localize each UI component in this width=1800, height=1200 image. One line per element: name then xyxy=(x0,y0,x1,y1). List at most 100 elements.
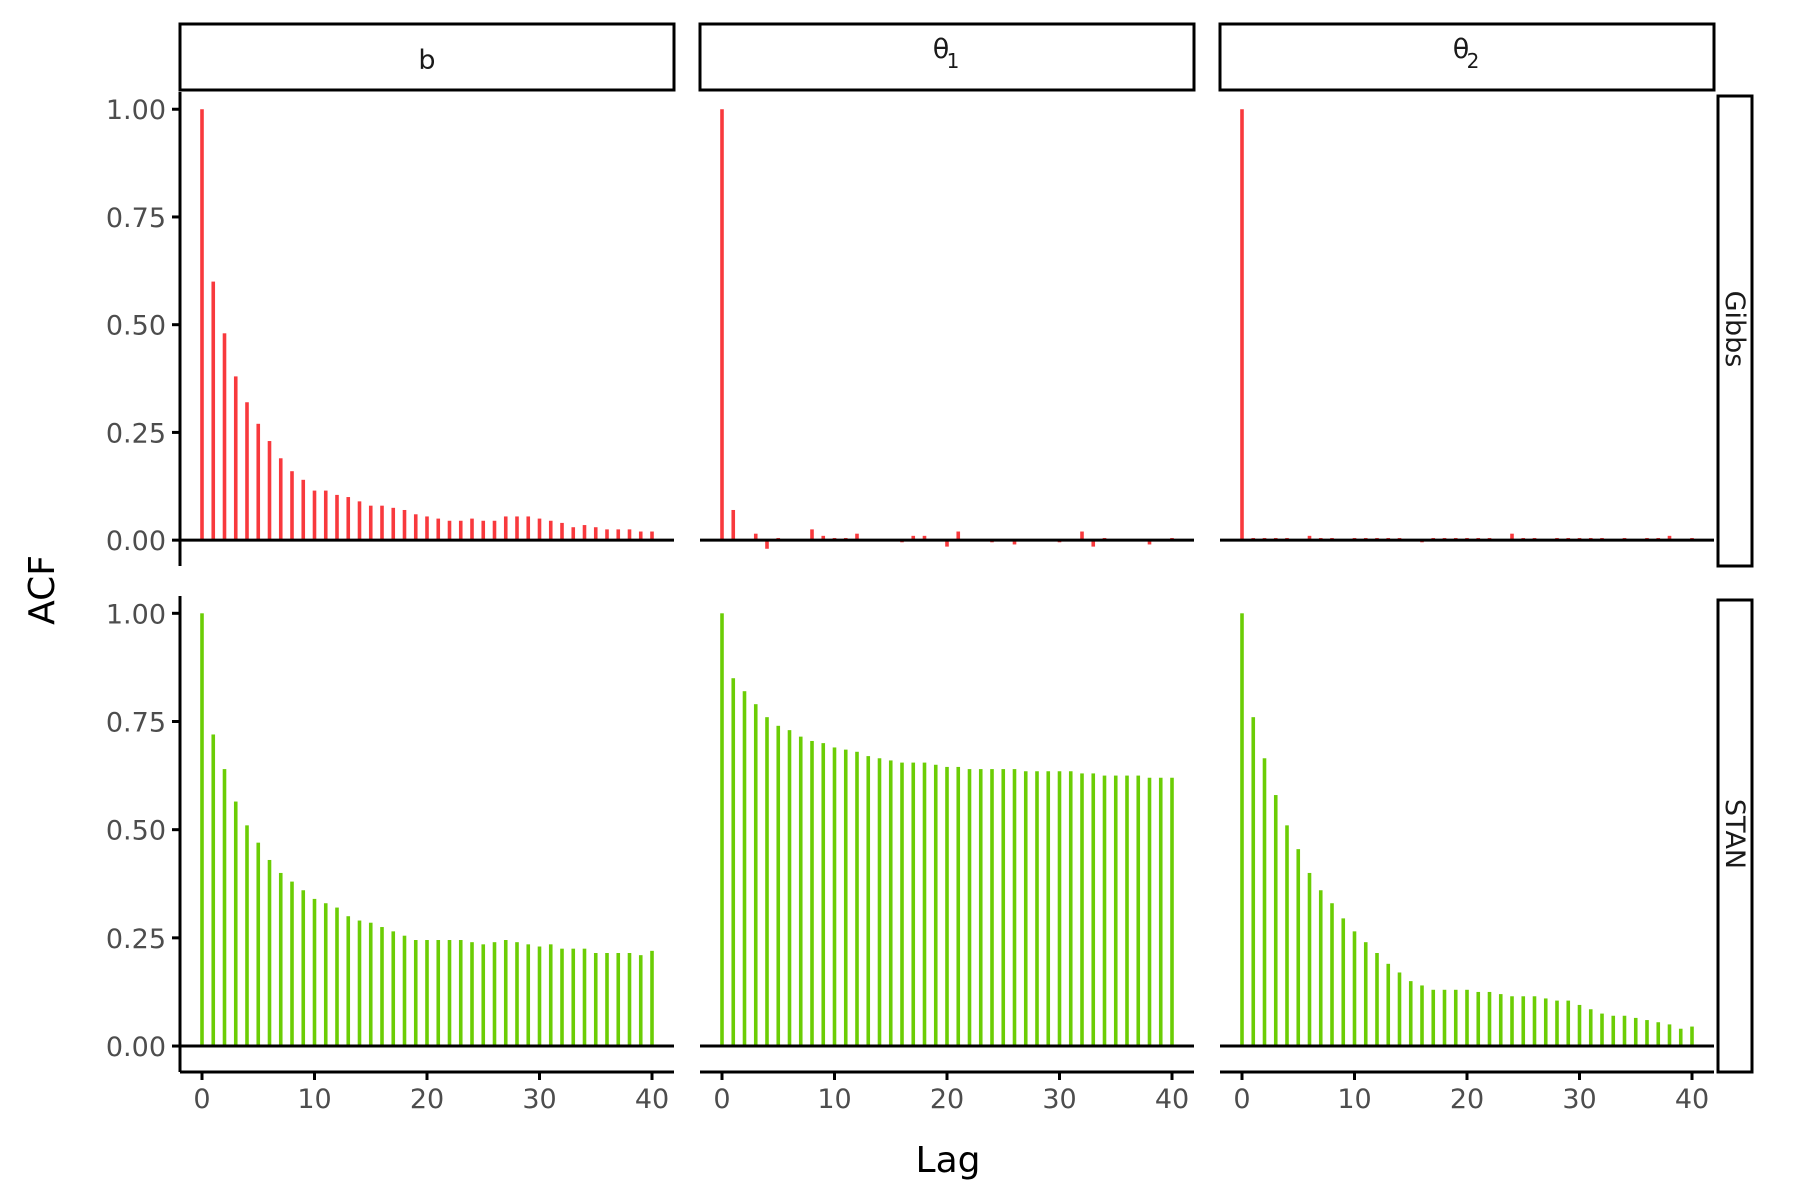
acf-bar-gibbs-b-lag-24 xyxy=(470,518,474,541)
x-tick-label: 40 xyxy=(635,1084,669,1115)
acf-bar-gibbs-b-lag-3 xyxy=(233,376,238,541)
acf-bar-stan--1-lag-38 xyxy=(1147,777,1152,1047)
acf-bar-gibbs--2-lag-6 xyxy=(1307,535,1312,541)
y-axis-title: ACF xyxy=(22,555,63,625)
acf-bar-gibbs--1-lag-32 xyxy=(1080,531,1084,541)
x-tick-label: 30 xyxy=(1562,1084,1596,1115)
acf-bar-stan--2-lag-25 xyxy=(1521,996,1526,1047)
acf-bar-stan--2-lag-19 xyxy=(1453,989,1458,1047)
acf-bar-gibbs--1-lag-18 xyxy=(922,535,927,541)
x-tick-label: 0 xyxy=(1233,1084,1250,1115)
y-tick-label: 0.75 xyxy=(106,707,166,738)
acf-bar-stan--1-lag-2 xyxy=(742,691,747,1047)
y-tick-label: 0.00 xyxy=(106,1032,166,1063)
acf-bar-stan--1-lag-14 xyxy=(877,758,882,1047)
acf-bar-stan--2-lag-22 xyxy=(1487,991,1492,1047)
acf-bar-stan--2-lag-27 xyxy=(1543,998,1548,1047)
acf-bar-gibbs-b-lag-38 xyxy=(627,529,632,541)
acf-bar-gibbs--1-lag-38 xyxy=(1147,540,1152,545)
acf-bar-gibbs-b-lag-19 xyxy=(413,514,418,541)
acf-bar-stan--2-lag-36 xyxy=(1645,1020,1649,1047)
acf-bar-stan-b-lag-22 xyxy=(447,940,452,1047)
acf-bar-stan--1-lag-29 xyxy=(1046,771,1051,1047)
acf-bar-gibbs--1-lag-20 xyxy=(945,540,949,547)
acf-bar-stan--2-lag-39 xyxy=(1678,1028,1683,1047)
acf-bar-stan--1-lag-22 xyxy=(967,769,972,1047)
acf-bar-stan--1-lag-24 xyxy=(990,769,994,1047)
acf-bar-stan--2-lag-20 xyxy=(1465,989,1469,1047)
acf-bar-stan-b-lag-2 xyxy=(222,769,227,1047)
acf-bar-stan--2-lag-6 xyxy=(1307,872,1312,1047)
acf-bar-stan--1-lag-34 xyxy=(1102,775,1107,1047)
acf-bar-stan-b-lag-26 xyxy=(492,942,497,1047)
acf-bar-stan-b-lag-38 xyxy=(627,953,632,1047)
acf-bar-stan-b-lag-31 xyxy=(548,944,553,1047)
acf-bar-stan-b-lag-9 xyxy=(301,890,306,1047)
acf-bar-stan--1-lag-33 xyxy=(1091,773,1096,1047)
acf-bar-stan--1-lag-32 xyxy=(1080,773,1084,1047)
acf-bar-gibbs-b-lag-23 xyxy=(458,520,463,541)
acf-bar-gibbs--1-lag-1 xyxy=(731,509,736,541)
acf-bar-gibbs-b-lag-2 xyxy=(222,333,227,541)
acf-bar-gibbs-b-lag-4 xyxy=(245,402,249,541)
acf-bar-stan--2-lag-31 xyxy=(1588,1009,1593,1047)
y-tick-label: 0.00 xyxy=(106,526,166,557)
acf-bar-stan-b-lag-12 xyxy=(335,907,339,1047)
x-tick-label: 10 xyxy=(817,1084,851,1115)
acf-bar-gibbs--1-lag-0 xyxy=(720,109,724,541)
acf-bar-stan-b-lag-13 xyxy=(346,916,351,1047)
acf-bar-stan--2-lag-9 xyxy=(1341,918,1346,1047)
acf-bar-stan--1-lag-23 xyxy=(978,769,983,1047)
strip-subscript--1: 1 xyxy=(947,49,960,73)
acf-bar-stan--1-lag-9 xyxy=(821,743,826,1047)
acf-bar-stan--2-lag-37 xyxy=(1656,1022,1661,1047)
acf-bar-stan-b-lag-8 xyxy=(290,881,294,1047)
acf-bar-stan--2-lag-23 xyxy=(1498,994,1503,1047)
acf-bar-gibbs-b-lag-5 xyxy=(256,423,261,541)
strip-label--1: θ xyxy=(933,34,950,65)
strip-label--2: θ xyxy=(1453,34,1470,65)
x-tick-label: 20 xyxy=(1450,1084,1484,1115)
acf-bar-stan--1-lag-26 xyxy=(1012,769,1017,1047)
acf-bar-stan--2-lag-40 xyxy=(1690,1026,1694,1047)
acf-bar-gibbs--1-lag-3 xyxy=(753,533,758,541)
acf-bar-stan--2-lag-26 xyxy=(1532,996,1537,1047)
acf-bar-gibbs-b-lag-31 xyxy=(548,520,553,541)
acf-bar-gibbs--1-lag-9 xyxy=(821,535,826,541)
acf-bar-stan--2-lag-33 xyxy=(1611,1015,1616,1047)
strip-row-stan xyxy=(1716,598,1754,1074)
acf-bar-gibbs-b-lag-26 xyxy=(492,520,497,541)
acf-bar-stan--2-lag-35 xyxy=(1633,1017,1638,1047)
acf-bar-stan--2-lag-18 xyxy=(1442,989,1447,1047)
strip-row-label-stan: STAN xyxy=(1719,799,1750,869)
acf-bar-stan-b-lag-1 xyxy=(211,734,216,1047)
acf-bar-stan--2-lag-34 xyxy=(1622,1015,1627,1047)
acf-bar-stan--2-lag-13 xyxy=(1386,963,1391,1047)
acf-bar-stan-b-lag-10 xyxy=(312,898,317,1047)
acf-bar-gibbs--2-lag-38 xyxy=(1667,535,1672,541)
strip-row-label-gibbs: Gibbs xyxy=(1719,291,1750,368)
acf-bar-stan-b-lag-23 xyxy=(458,940,463,1047)
acf-bar-stan-b-lag-19 xyxy=(413,940,418,1047)
acf-bar-stan-b-lag-29 xyxy=(526,944,531,1047)
strip-col--2 xyxy=(1218,22,1716,92)
acf-bar-gibbs-b-lag-40 xyxy=(650,531,654,541)
acf-bar-gibbs-b-lag-27 xyxy=(503,516,508,541)
acf-bar-stan--1-lag-19 xyxy=(933,764,938,1047)
acf-bar-gibbs-b-lag-7 xyxy=(278,458,283,541)
acf-bar-stan--1-lag-8 xyxy=(810,740,814,1047)
y-tick-label: 1.00 xyxy=(106,599,166,630)
acf-bar-stan-b-lag-32 xyxy=(560,948,564,1047)
acf-bar-gibbs-b-lag-1 xyxy=(211,281,216,541)
acf-bar-stan-b-lag-39 xyxy=(638,955,643,1047)
acf-bar-stan--1-lag-27 xyxy=(1023,771,1028,1047)
acf-bar-stan--2-lag-12 xyxy=(1375,953,1379,1047)
acf-bar-gibbs-b-lag-20 xyxy=(425,516,429,541)
y-tick-label: 1.00 xyxy=(106,95,166,126)
acf-bar-stan-b-lag-24 xyxy=(470,942,474,1047)
strip-label-b: b xyxy=(418,45,435,76)
acf-bar-stan--2-lag-17 xyxy=(1431,989,1436,1047)
x-tick-label: 0 xyxy=(713,1084,730,1115)
acf-bar-stan-b-lag-14 xyxy=(357,920,362,1047)
